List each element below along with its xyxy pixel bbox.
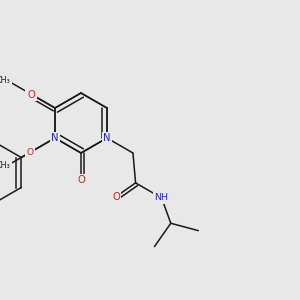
Text: CH₃: CH₃ — [0, 161, 11, 170]
Text: N: N — [103, 133, 111, 143]
Text: NH: NH — [154, 194, 169, 202]
Text: N: N — [51, 133, 59, 143]
Text: O: O — [112, 192, 120, 202]
Text: O: O — [27, 89, 34, 98]
Text: CH₃: CH₃ — [0, 76, 11, 85]
Text: O: O — [77, 175, 85, 185]
Text: O: O — [27, 148, 34, 157]
Text: O: O — [28, 89, 35, 100]
